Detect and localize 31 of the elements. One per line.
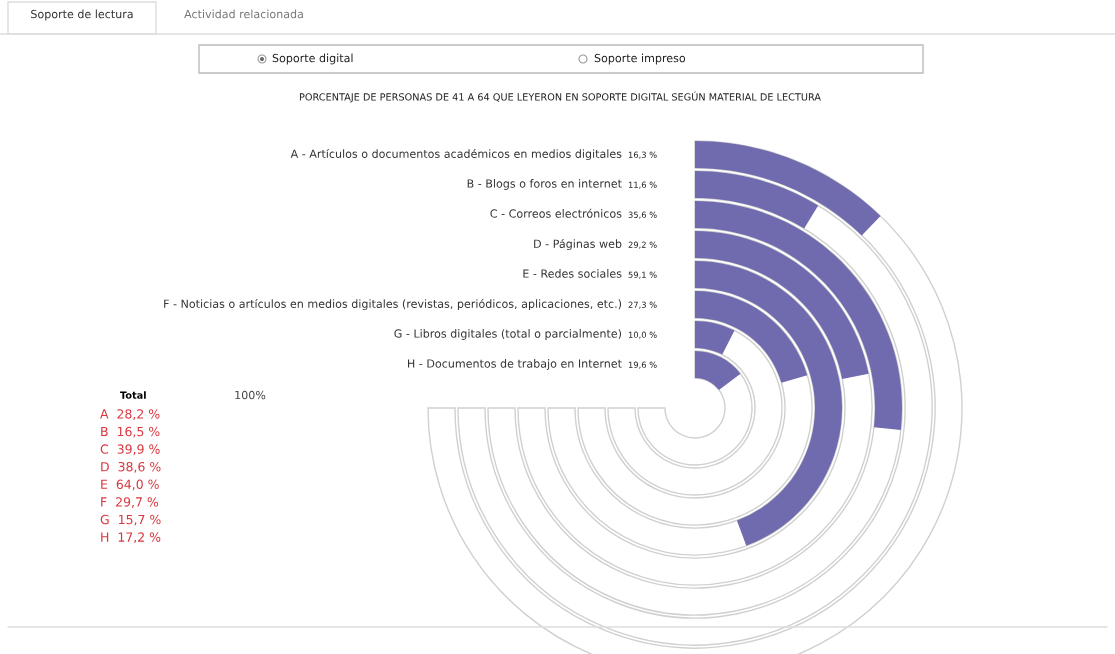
category-label: B - Blogs o foros en internet bbox=[467, 179, 622, 190]
category-label: E - Redes sociales bbox=[523, 269, 622, 278]
data-label: 35,6 % bbox=[628, 211, 657, 219]
category-label: D - Páginas web bbox=[534, 238, 622, 251]
text: F 29,7 % bbox=[101, 497, 159, 508]
data-label: 11,6 % bbox=[628, 181, 657, 189]
text: G 15,7 % bbox=[100, 514, 161, 526]
text: Actividad relacionada bbox=[184, 9, 303, 19]
text: C 39,9 % bbox=[100, 444, 160, 456]
text: H 17,2 % bbox=[101, 532, 161, 544]
data-label: 16,3 % bbox=[628, 151, 657, 159]
text: PORCENTAJE DE PERSONAS DE 41 A 64 QUE LEYERON EN SOPORTE DIGITAL SEGÚN MATERIAL DE LECTURA bbox=[299, 91, 821, 103]
data-label: 59,1 % bbox=[628, 271, 657, 279]
text: Total bbox=[120, 391, 146, 399]
category-label: G - Libros digitales (total o parcialmente) bbox=[394, 329, 622, 340]
text: B 16,5 % bbox=[101, 426, 160, 438]
text: 100% bbox=[235, 390, 266, 400]
text: D 38,6 % bbox=[101, 461, 161, 473]
data-label: 27,3 % bbox=[628, 301, 657, 309]
category-label: C - Correos electrónicos bbox=[490, 208, 622, 218]
data-label: 29,2 % bbox=[628, 241, 657, 249]
text: A 28,2 % bbox=[100, 409, 160, 420]
category-label: A - Artículos o documentos académicos en medios digitales bbox=[290, 148, 622, 161]
text: Soporte de lectura bbox=[31, 9, 133, 21]
data-label: 19,6 % bbox=[628, 361, 657, 369]
category-label: H - Documentos de trabajo en Internet bbox=[408, 359, 622, 370]
text: E 64,0 % bbox=[101, 479, 159, 491]
data-label: 10,0 % bbox=[628, 331, 657, 339]
text: Soporte impreso bbox=[594, 53, 686, 65]
text: Soporte digital bbox=[272, 53, 353, 65]
category-label: F - Noticias o artículos en medios digitales (revistas, periódicos, aplicaciones, etc.) bbox=[164, 298, 622, 311]
